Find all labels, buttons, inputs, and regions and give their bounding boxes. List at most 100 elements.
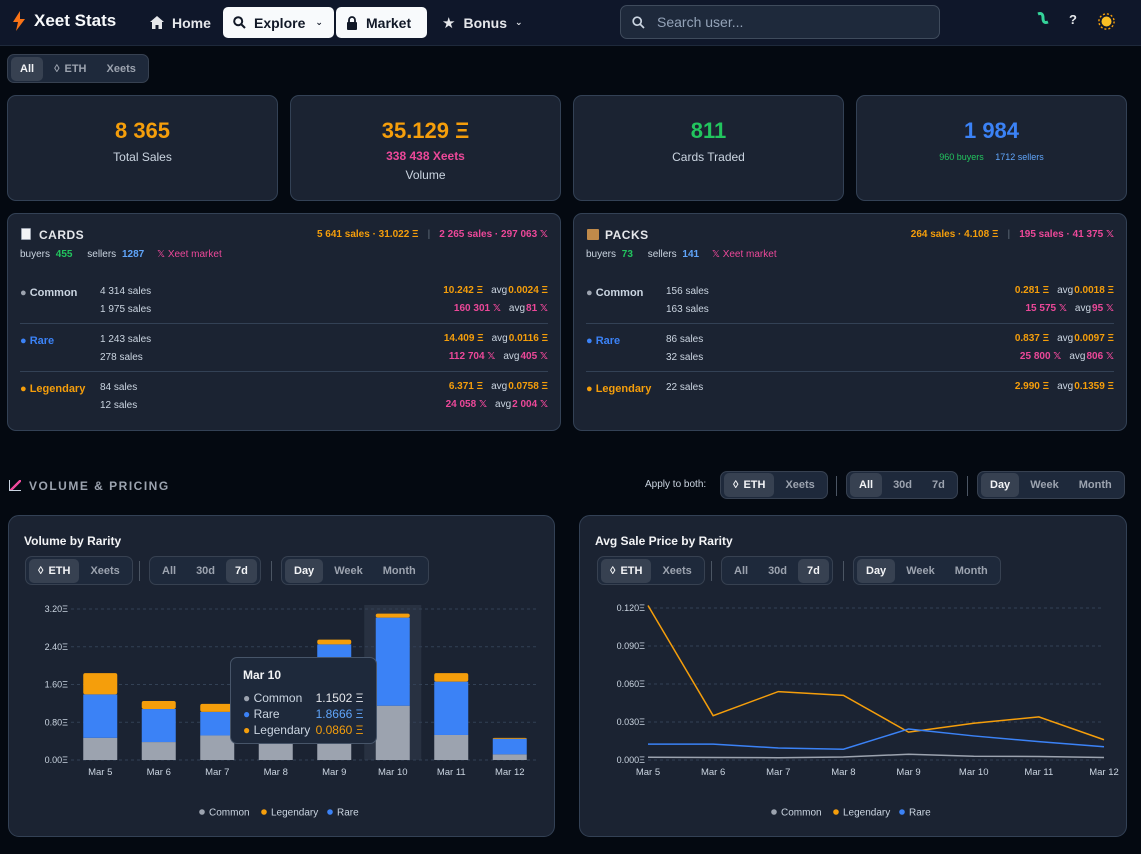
chart-title: Avg Sale Price by Rarity	[595, 534, 733, 548]
wallet-icon[interactable]	[1037, 12, 1049, 27]
toggle-7d[interactable]: 7d	[798, 558, 829, 583]
nav-home[interactable]: Home	[140, 7, 221, 38]
stat-cards-traded: 811 Cards Traded	[573, 95, 844, 201]
toggle-30d[interactable]: 30d	[768, 564, 788, 577]
toggle-30d[interactable]: 30d	[893, 479, 913, 491]
chart-icon	[9, 480, 21, 491]
section-title: VOLUME & PRICING	[9, 479, 170, 493]
toggle-all[interactable]: All	[850, 473, 883, 497]
legend-label-common: Common	[781, 808, 822, 819]
toggle-day[interactable]: Day	[285, 558, 324, 583]
search-box[interactable]	[620, 5, 940, 39]
toggle-month[interactable]: Month	[954, 564, 988, 577]
help-button[interactable]: ?	[1069, 12, 1077, 27]
bar-common	[83, 737, 118, 760]
x-tick-label: Mar 10	[378, 767, 408, 778]
stat-users: 1 984 960 buyers 1712 sellers	[856, 95, 1127, 201]
cards-panel: CARDS 5 641 sales · 31.022 Ξ | 2 265 sales…	[7, 213, 561, 431]
x-tick-label: Mar 11	[1024, 767, 1053, 778]
toggle-month[interactable]: Month	[382, 564, 416, 577]
legend-label-legendary: Legendary	[843, 808, 890, 819]
x-tick-label: Mar 9	[896, 767, 920, 778]
toggle-7d[interactable]: 7d	[226, 558, 257, 583]
toggle-day[interactable]: Day	[981, 473, 1020, 497]
series-line-rare	[648, 728, 1105, 750]
bar-rare	[434, 681, 469, 735]
bar-rare	[83, 694, 118, 738]
star-icon: ★	[442, 14, 456, 32]
xeet-market-link[interactable]: 𝕏 Xeet market	[156, 249, 222, 260]
sun-icon[interactable]	[1098, 13, 1115, 33]
bar-rare	[200, 711, 235, 736]
x-tick-label: Mar 7	[766, 767, 790, 778]
nav-bonus[interactable]: ★ Bonus ⌄	[442, 14, 523, 32]
toggle-eth[interactable]: ◊ ETH	[29, 558, 80, 583]
y-tick-label: 0.060Ξ	[617, 679, 646, 689]
legend-label-rare: Rare	[909, 808, 931, 819]
toggle-eth[interactable]: ◊ ETH	[601, 558, 652, 583]
bar-rare	[492, 738, 527, 755]
toggle-30d[interactable]: 30d	[196, 564, 216, 577]
toggle-month[interactable]: Month	[1078, 479, 1112, 491]
eth-icon: ◊	[38, 564, 44, 577]
top-nav: Xeet Stats Home Explore ⌄ Market ★ Bonus…	[0, 0, 1141, 46]
toggle-all[interactable]: All	[162, 564, 177, 577]
legend-marker-legendary	[833, 809, 839, 815]
legend-marker-rare	[899, 809, 905, 815]
stat-label: Cards Traded	[672, 150, 745, 164]
toggle-xeets[interactable]: Xeets	[90, 564, 120, 577]
chevron-down-icon: ⌄	[315, 17, 323, 27]
y-tick-label: 0.030Ξ	[617, 717, 646, 727]
card-icon	[21, 228, 31, 240]
eth-icon: ◊	[733, 479, 739, 491]
nav-explore[interactable]: Explore ⌄	[223, 7, 334, 38]
toggle-eth[interactable]: ◊ ETH	[724, 473, 775, 497]
bar-legendary	[375, 613, 410, 618]
bolt-icon	[13, 11, 25, 31]
packs-panel: PACKS 264 sales · 4.108 Ξ | 195 sales · 41…	[573, 213, 1127, 431]
separator	[711, 561, 712, 581]
price-chart-card: Avg Sale Price by Rarity ◊ ETH Xeets All …	[579, 515, 1127, 837]
toggle-xeets[interactable]: Xeets	[662, 564, 692, 577]
toggle-day[interactable]: Day	[857, 558, 896, 583]
toggle-week[interactable]: Week	[334, 564, 363, 577]
stat-volume: 35.129 Ξ 338 438 Xeets Volume	[290, 95, 561, 201]
toggle-7d[interactable]: 7d	[932, 479, 945, 491]
x-tick-label: Mar 11	[437, 767, 466, 778]
global-range-toggle: All 30d 7d	[846, 471, 958, 499]
x-tick-label: Mar 12	[1089, 767, 1119, 778]
divider	[20, 323, 548, 324]
stat-value: 811	[690, 118, 727, 143]
bar-legendary	[200, 703, 235, 712]
xeet-market-link[interactable]: 𝕏 Xeet market	[711, 249, 777, 260]
toggle-xeets[interactable]: Xeets	[785, 479, 815, 491]
global-interval-toggle: Day Week Month	[977, 471, 1125, 499]
filter-all[interactable]: All	[11, 56, 44, 81]
filter-xeets[interactable]: Xeets	[106, 62, 136, 75]
chart-range-toggle: All 30d 7d	[149, 556, 261, 585]
y-tick-label: 0.120Ξ	[617, 603, 646, 613]
toggle-week[interactable]: Week	[906, 564, 935, 577]
stat-label: Volume	[405, 168, 446, 182]
chart-currency-toggle: ◊ ETH Xeets	[597, 556, 705, 585]
nav-market[interactable]: Market	[336, 7, 427, 38]
search-input[interactable]	[657, 14, 917, 30]
bar-legendary	[317, 639, 352, 645]
currency-filter: All ◊ ETH Xeets	[7, 54, 149, 83]
panel-meta: buyers 455 sellers 1287 𝕏 Xeet market	[20, 249, 222, 260]
toggle-week[interactable]: Week	[1030, 479, 1059, 491]
stat-value: 1 984	[963, 118, 1020, 143]
stat-total-sales: 8 365 Total Sales	[7, 95, 278, 201]
legend-label-legendary: Legendary	[271, 808, 318, 819]
stat-value: 35.129 Ξ	[381, 118, 470, 143]
price-line-chart[interactable]: 0.120Ξ 0.090Ξ 0.060Ξ 0.030Ξ 0.000Ξ Mar 5 Mar 6…	[580, 516, 1128, 838]
y-tick-label: 3.20Ξ	[45, 604, 69, 614]
filter-eth[interactable]: ◊ ETH	[54, 62, 87, 75]
toggle-all[interactable]: All	[734, 564, 749, 577]
search-icon	[632, 15, 645, 29]
brand[interactable]: Xeet Stats	[12, 11, 116, 31]
separator	[836, 476, 837, 496]
